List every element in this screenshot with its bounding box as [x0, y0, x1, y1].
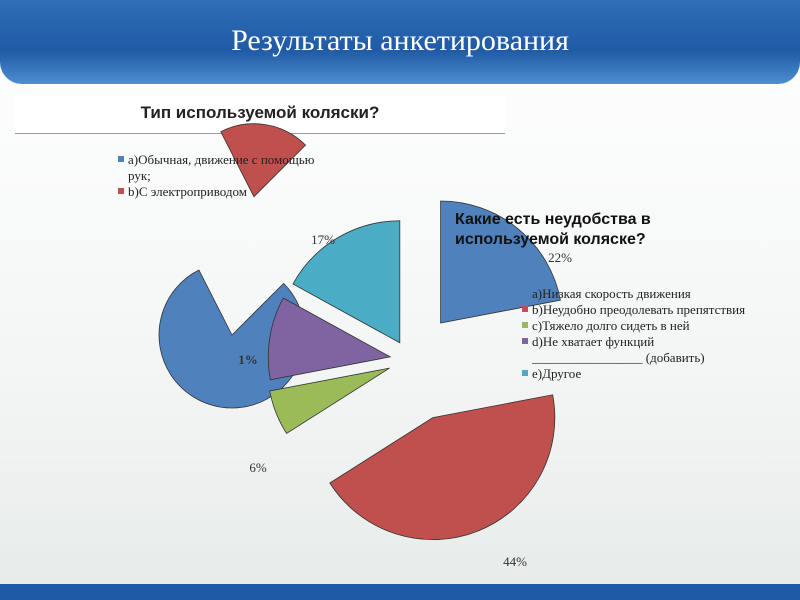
legend-swatch — [522, 306, 528, 312]
legend-entry: e)Другое — [522, 366, 767, 382]
legend: a)Обычная, движение с помощью рук; b)С эл… — [118, 152, 318, 200]
annotation: 1% — [238, 352, 258, 367]
data-label: 6% — [249, 460, 267, 475]
legend-label: d)Не хватает функций _________________ (… — [532, 334, 705, 365]
legend-label: b)Неудобно преодолевать препятствия — [532, 302, 746, 317]
pie-slice — [267, 297, 392, 381]
legend-swatch — [522, 290, 528, 296]
legend-entry: b)Неудобно преодолевать препятствия — [522, 302, 767, 318]
legend-label: c)Тяжело долго сидеть в ней — [532, 318, 690, 333]
legend-label: a)Низкая скорость движения — [532, 286, 691, 301]
chart-title: Тип используемой коляски? — [140, 103, 380, 122]
pie-slice — [220, 123, 307, 198]
data-label: 44% — [503, 554, 527, 569]
legend-entry: a)Низкая скорость движения — [522, 286, 767, 302]
data-label: 17% — [311, 232, 335, 247]
legend: a)Низкая скорость движения b)Неудобно пре… — [522, 286, 767, 382]
pie-slice — [440, 200, 561, 324]
legend-entry: a)Обычная, движение с помощью рук; — [118, 152, 318, 184]
chart-title: Какие есть неудобства в используемой кол… — [455, 211, 651, 248]
pie-slice — [329, 394, 556, 540]
page-title: Результаты анкетирования — [231, 24, 569, 57]
legend-label: b)С электроприводом — [128, 184, 248, 199]
legend-label: a)Обычная, движение с помощью рук; — [128, 152, 315, 183]
legend-entry: d)Не хватает функций _________________ (… — [522, 334, 767, 366]
legend-label: e)Другое — [532, 366, 582, 381]
legend-swatch — [522, 338, 528, 344]
legend-entry: c)Тяжело долго сидеть в ней — [522, 318, 767, 334]
legend-swatch — [118, 188, 124, 194]
banner: Результаты анкетирования — [0, 0, 800, 84]
legend-entry: b)С электроприводом — [118, 184, 318, 200]
legend-swatch — [522, 370, 528, 376]
pie-slice — [269, 367, 390, 435]
legend-swatch — [522, 322, 528, 328]
pie-slice — [292, 220, 401, 344]
data-label: 22% — [548, 250, 572, 265]
legend-swatch — [118, 156, 124, 162]
bottom-bar — [0, 584, 800, 600]
